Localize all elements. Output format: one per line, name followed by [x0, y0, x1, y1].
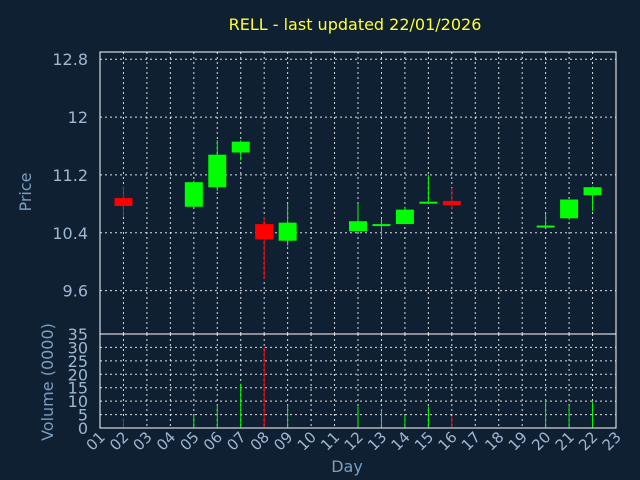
- price-tick-labels: 12.8 12 11.2 10.4 9.6: [52, 50, 88, 300]
- candlesticks: [114, 140, 602, 280]
- volume-tick-label: 25: [68, 352, 88, 371]
- x-tick-label: 09: [270, 428, 296, 454]
- x-tick-label: 18: [481, 428, 507, 454]
- price-axis-label: Price: [16, 172, 35, 211]
- candle-body: [419, 201, 438, 204]
- volume-tick-label: 35: [68, 325, 88, 344]
- volume-tick-label: 20: [68, 365, 88, 384]
- x-tick-label: 12: [341, 428, 367, 454]
- x-tick-label: 14: [388, 428, 414, 454]
- candle-body: [583, 187, 602, 196]
- candle-body: [442, 200, 461, 206]
- volume-tick-label: 30: [68, 338, 88, 357]
- price-gridlines: [100, 52, 616, 334]
- price-tick-label: 11.2: [52, 166, 88, 185]
- candle-body: [278, 222, 297, 241]
- x-tick-label: 05: [176, 428, 202, 454]
- x-tick-label: 16: [434, 428, 460, 454]
- volume-panel-frame: [99, 333, 617, 429]
- x-tick-label: 04: [153, 428, 179, 454]
- candle-body: [372, 224, 391, 227]
- candle-body: [208, 154, 227, 188]
- x-tick-label: 20: [528, 428, 554, 454]
- volume-bars: [122, 347, 594, 428]
- x-tick-label: 13: [364, 428, 390, 454]
- price-tick-label: 10.4: [52, 224, 88, 243]
- candle-body: [255, 224, 274, 240]
- x-tick-label: 10: [294, 428, 320, 454]
- x-tick-label: 06: [200, 428, 226, 454]
- candle-body: [231, 141, 250, 153]
- price-tick-label: 9.6: [63, 282, 88, 301]
- x-tick-label: 11: [317, 428, 343, 454]
- x-tick-label: 03: [130, 428, 156, 454]
- x-tick-label: 19: [505, 428, 531, 454]
- chart-title: RELL - last updated 22/01/2026: [229, 15, 482, 34]
- volume-axis-label: Volume (0000): [38, 323, 57, 441]
- candle-body: [349, 221, 367, 232]
- x-tick-labels: 0102030405060708091011121314151617181920…: [83, 428, 625, 454]
- volume-tick-label: 10: [68, 392, 88, 411]
- candle-body: [114, 198, 133, 207]
- x-tick-label: 23: [599, 428, 625, 454]
- x-tick-label: 21: [552, 428, 578, 454]
- x-tick-label: 22: [575, 428, 601, 454]
- candle-body: [536, 225, 555, 228]
- x-tick-label: 08: [247, 428, 273, 454]
- x-tick-label: 15: [411, 428, 437, 454]
- x-tick-label: 07: [223, 428, 249, 454]
- candle-body: [560, 199, 579, 219]
- volume-tick-label: 15: [68, 379, 88, 398]
- volume-tick-label: 0: [78, 419, 88, 438]
- price-tick-label: 12: [68, 108, 88, 127]
- x-axis-label: Day: [331, 457, 363, 476]
- candle-body: [184, 182, 203, 207]
- candle-body: [395, 209, 414, 225]
- x-tick-label: 17: [458, 428, 484, 454]
- price-tick-label: 12.8: [52, 50, 88, 69]
- x-tick-label: 02: [106, 428, 132, 454]
- volume-tick-label: 5: [78, 406, 88, 425]
